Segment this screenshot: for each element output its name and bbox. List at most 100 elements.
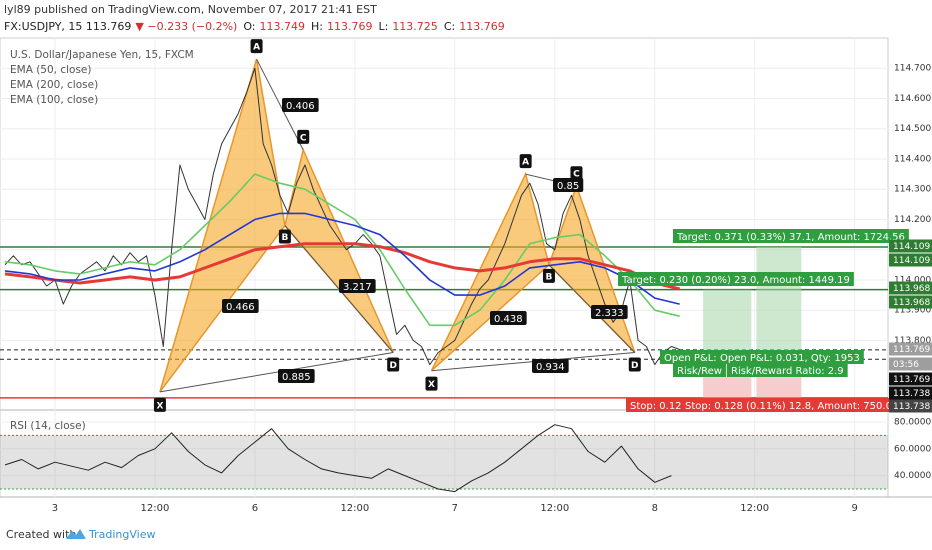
- pattern-point-label: B: [281, 233, 288, 243]
- pattern-point-label: C: [573, 170, 580, 180]
- pattern-point-label: A: [253, 43, 260, 53]
- quote-part: ▼ −0.233 (−0.2%): [135, 20, 237, 33]
- ratio-box: [222, 299, 259, 313]
- ratio-box: [278, 369, 315, 383]
- position-label-box: [681, 398, 903, 412]
- pattern-point-box: [542, 268, 555, 283]
- pattern-point-label: D: [389, 361, 396, 371]
- rsi-tick-label: 80.0000: [894, 418, 931, 428]
- axis-price-box: [889, 342, 932, 356]
- ema-line: [4, 173, 680, 327]
- quote-part: 113.725: [392, 20, 438, 33]
- pattern-point-box: [278, 229, 291, 244]
- quote-part: O:: [243, 20, 255, 33]
- quote-part: H:: [311, 20, 323, 33]
- y-tick-label: 114.700: [894, 64, 931, 74]
- ratio-label: 0.934: [536, 362, 565, 373]
- position-label: Open P&L:: [664, 353, 717, 364]
- quote-part: FX:USDJPY, 15 113.769: [4, 20, 131, 33]
- quote-line: FX:USDJPY, 15 113.769 ▼ −0.233 (−0.2%) O: 1…: [4, 20, 505, 33]
- logo: [66, 529, 86, 539]
- y-tick-label: 113.900: [894, 306, 931, 316]
- profit-zone: [756, 246, 802, 360]
- ratio-label: 0.438: [494, 314, 523, 325]
- x-tick-label: 6: [252, 503, 258, 514]
- pattern-point-label: C: [300, 133, 307, 143]
- pattern-point-box: [250, 39, 263, 54]
- x-tick-label: 12:00: [141, 503, 170, 514]
- ratio-label: 0.885: [282, 372, 311, 383]
- published-line: lyl89 published on TradingView.com, Nove…: [4, 3, 377, 16]
- position-label-box: [727, 363, 848, 377]
- axis-price-box: [889, 386, 932, 400]
- pattern-point-label: A: [522, 158, 529, 168]
- axis-price-label: 114.109: [893, 256, 930, 266]
- pattern-leg: [159, 352, 394, 393]
- x-tick-label: 12:00: [540, 503, 569, 514]
- axis-price-label: 113.968: [893, 298, 930, 308]
- ratio-box: [591, 305, 628, 319]
- position-label-box: [673, 229, 909, 243]
- y-tick-label: 114.000: [894, 275, 931, 285]
- x-tick-label: 3: [52, 503, 58, 514]
- position-label: Risk/Rew: [677, 366, 722, 377]
- brand[interactable]: TradingView: [88, 528, 155, 541]
- axis-price-box: [889, 399, 932, 413]
- ratio-label: 0.406: [286, 101, 315, 112]
- position-label: Target: 0.230 (0.20%) 23.0, Amount: 1449…: [621, 275, 850, 286]
- legend-entry: EMA (50, close): [10, 64, 92, 76]
- legend-entry: EMA (100, close): [10, 94, 98, 106]
- y-tick-label: 113.800: [894, 336, 931, 346]
- rsi-title: RSI (14, close): [10, 420, 86, 432]
- x-tick-label: 9: [851, 503, 857, 514]
- ratio-label: 0.466: [226, 302, 255, 313]
- legend-entry: EMA (200, close): [10, 79, 98, 91]
- pattern-point-box: [628, 357, 641, 372]
- pattern-point-box: [297, 129, 310, 144]
- axis-price-label: 113.769: [893, 345, 930, 355]
- axis-price-box: [889, 357, 932, 371]
- ratio-box: [490, 311, 527, 325]
- quote-part: C:: [444, 20, 455, 33]
- y-tick-label: 114.400: [894, 154, 931, 164]
- position-label: Risk/Reward Ratio: 2.9: [731, 366, 844, 377]
- ema-line: [4, 212, 680, 305]
- ratio-box: [282, 98, 319, 112]
- quote-part: 113.769: [327, 20, 373, 33]
- ema-line: [4, 242, 681, 291]
- position-label: Stop: 0.128 (0.11%) 12.8, Amount: 750.02: [685, 401, 898, 412]
- axis-price-label: 113.738: [893, 389, 930, 399]
- rsi-band: [0, 435, 888, 489]
- created-with: Created with: [6, 528, 76, 541]
- quote-part: L:: [378, 20, 388, 33]
- profit-zone: [703, 289, 752, 360]
- pattern-point-box: [425, 376, 438, 391]
- pattern-leg: [256, 58, 304, 151]
- axis-price-box: [889, 239, 932, 253]
- rsi-tick-label: 40.0000: [894, 471, 931, 481]
- position-label-box: [716, 350, 864, 364]
- ratio-box: [553, 178, 584, 192]
- axis-price-label: 114.109: [893, 242, 930, 252]
- pattern-point-label: B: [546, 272, 553, 282]
- y-tick-label: 114.200: [894, 215, 931, 225]
- ratio-label: 2.333: [595, 308, 624, 319]
- position-label-box: [673, 363, 726, 377]
- axis-price-label: 03:56: [893, 360, 919, 370]
- axis-price-box: [889, 281, 932, 295]
- axis-price-label: 113.968: [893, 284, 930, 294]
- position-label: Stop: 0.12: [630, 401, 682, 412]
- pattern-point-label: D: [631, 361, 638, 371]
- y-tick-label: 114.300: [894, 185, 931, 195]
- x-tick-label: 7: [452, 503, 458, 514]
- position-label-box: [660, 350, 721, 364]
- rsi-line: [4, 424, 672, 493]
- axis-price-label: 113.738: [893, 402, 930, 412]
- quote-part: 113.769: [459, 20, 505, 33]
- axis-price-box: [889, 253, 932, 267]
- pattern-point-label: X: [156, 401, 163, 411]
- position-label: Open P&L: 0.031, Qty: 1953: [720, 353, 860, 364]
- ratio-label: 3.217: [343, 282, 372, 293]
- ratio-box: [339, 279, 376, 293]
